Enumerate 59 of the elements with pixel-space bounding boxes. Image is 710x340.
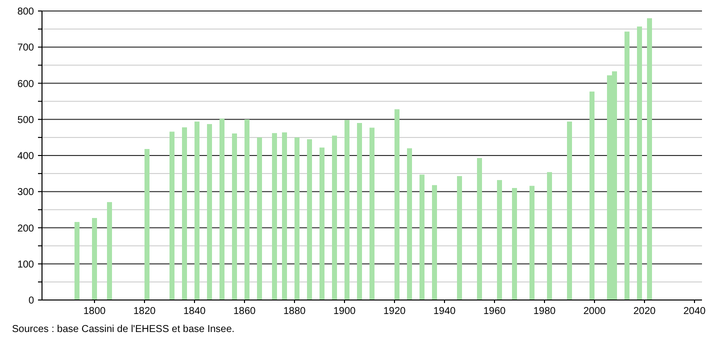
y-tick-label: 700 (17, 42, 34, 54)
x-tick-label: 1880 (283, 306, 306, 317)
y-tick-label: 300 (17, 187, 34, 198)
x-tick-label: 1980 (533, 306, 556, 317)
x-tick-label: 1820 (133, 306, 156, 317)
x-tick-label: 2000 (583, 306, 606, 317)
bar (244, 119, 250, 300)
bar (457, 176, 462, 300)
x-tick-label: 1940 (433, 306, 456, 317)
bar (74, 222, 80, 300)
bar (207, 124, 212, 300)
bar (220, 118, 224, 300)
x-tick-label: 1800 (83, 306, 106, 317)
y-tick-label: 800 (17, 6, 34, 18)
bar (257, 137, 262, 300)
x-tick-label: 1960 (483, 306, 506, 317)
bar (432, 185, 437, 300)
bar (567, 122, 572, 300)
bar (344, 120, 350, 300)
x-tick-label: 1860 (233, 306, 256, 317)
bar (194, 122, 200, 300)
x-tick-label: 1920 (383, 306, 406, 317)
bar (357, 122, 362, 300)
bar (320, 148, 324, 300)
bar (294, 137, 300, 300)
bar (394, 109, 400, 300)
y-tick-label: 0 (28, 296, 34, 306)
bar (647, 18, 652, 300)
bar (530, 186, 534, 300)
bar (332, 136, 337, 300)
bar (107, 202, 112, 300)
bar (497, 180, 502, 300)
bar (272, 133, 277, 300)
y-tick-label: 400 (17, 151, 34, 162)
bar (170, 132, 174, 300)
source-note: Sources : base Cassini de l'EHESS et base Insee. (12, 324, 235, 335)
y-tick-label: 200 (17, 223, 34, 234)
bar (182, 127, 187, 300)
x-tick-label: 2040 (683, 306, 706, 317)
bar (637, 26, 642, 300)
bar (92, 218, 97, 300)
bar (590, 92, 594, 300)
bar (370, 128, 374, 300)
bar (624, 32, 630, 300)
bar (282, 132, 287, 300)
bar (407, 148, 412, 300)
y-tick-label: 100 (17, 259, 34, 270)
bar (547, 172, 552, 300)
y-tick-label: 600 (17, 78, 34, 90)
bar (144, 148, 150, 300)
bar (307, 139, 312, 300)
bar (420, 174, 424, 300)
bar (512, 188, 517, 300)
x-tick-label: 1840 (183, 306, 206, 317)
bar (477, 158, 482, 300)
x-tick-label: 1900 (333, 306, 356, 317)
x-tick-label: 2020 (633, 306, 656, 317)
bar (232, 133, 237, 300)
y-tick-label: 500 (17, 114, 34, 126)
